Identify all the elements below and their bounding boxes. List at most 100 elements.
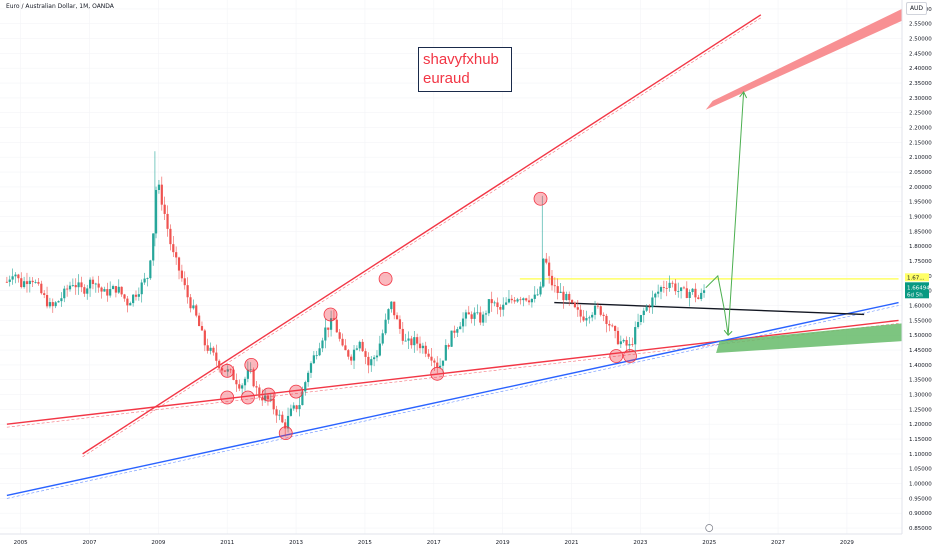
time-axis[interactable]: 2005 2007 2009 2011 2013 2015 2017 2019 2021 2023… (0, 524, 902, 547)
touch-point (278, 426, 293, 441)
candle-body (373, 357, 376, 360)
time-tick-label: 2027 (771, 540, 785, 546)
candle-body (71, 285, 74, 286)
candle-body (332, 318, 336, 320)
candle-body (146, 278, 149, 279)
candle-body (682, 287, 686, 289)
candle-body (335, 319, 338, 333)
candle-body (697, 297, 700, 300)
candle-body (17, 274, 20, 279)
candle-body (634, 327, 637, 345)
candle-body (232, 369, 235, 380)
candle-body (404, 340, 407, 342)
candle-body (493, 302, 496, 304)
candle-body (384, 319, 387, 334)
candle-body (487, 299, 490, 314)
candle-body (642, 310, 645, 316)
candle-body (341, 338, 344, 346)
price-tick-label: 2.35000 (909, 81, 932, 87)
price-tick-label: 1.90000 (909, 215, 932, 221)
price-tick-label: 1.50000 (909, 333, 932, 339)
price-tick-label: 1.30000 (909, 393, 932, 399)
candle-body (677, 291, 680, 292)
last-price-box (905, 282, 929, 299)
candle-body (166, 213, 169, 229)
touch-point (220, 390, 235, 405)
candle-body (645, 306, 648, 311)
candle-body (542, 258, 545, 287)
projection-path (705, 91, 745, 336)
candle-body (338, 332, 341, 339)
candle-body (441, 360, 445, 366)
candle-body (659, 287, 663, 292)
candle-body (479, 312, 482, 323)
candle-body (74, 285, 77, 288)
symbol-title[interactable]: Euro / Australian Dollar, 1M, OANDA (6, 3, 114, 10)
candle-body (140, 282, 143, 295)
candle-body (562, 291, 565, 301)
candle-body (80, 282, 83, 288)
candle-body (117, 286, 120, 293)
candle-body (324, 327, 327, 341)
price-tick-label: 1.10000 (909, 452, 932, 458)
candle-body (66, 288, 69, 290)
candle-body (109, 289, 112, 296)
touch-point (533, 191, 548, 206)
candle-body (329, 318, 333, 330)
candle-body (318, 348, 321, 356)
candle-body (307, 372, 310, 383)
candle-body (180, 270, 183, 279)
candle-body (450, 330, 453, 347)
candle-body (588, 317, 591, 319)
trendline-black-descending (554, 301, 865, 316)
candle-body (160, 184, 163, 205)
trendline-blue-support (6, 301, 899, 497)
candle-body (286, 415, 290, 429)
time-tick-label: 2017 (427, 540, 441, 546)
price-tick-label: 2.10000 (909, 155, 932, 161)
candle-body (198, 315, 201, 327)
candle-body (20, 278, 23, 288)
candle-body (172, 244, 175, 253)
candle-body (421, 345, 424, 349)
candle-body (608, 323, 611, 326)
candle-body (223, 370, 227, 372)
candle-body (545, 258, 548, 263)
candle-body (272, 398, 275, 410)
time-tick-label: 2023 (633, 540, 647, 546)
arrow-head-icon (739, 91, 748, 99)
candle-body (470, 314, 473, 319)
currency-label[interactable]: AUD (906, 2, 927, 15)
level-price-text: 1.67... (907, 275, 925, 281)
target-zone-lower (716, 323, 902, 354)
candle-body (657, 291, 660, 294)
candle-body (83, 287, 86, 294)
candle-body (401, 328, 404, 341)
text-note[interactable]: shavyfxhub euraud (418, 47, 512, 92)
candle-body (398, 319, 402, 329)
trendline-dashed-blue-support (6, 305, 899, 499)
candle-body (243, 378, 247, 386)
candle-body (284, 422, 287, 429)
candle-body (97, 283, 100, 288)
price-tick-label: 1.75000 (909, 259, 932, 265)
candle-body (209, 347, 212, 351)
candle-body (378, 343, 381, 356)
candle-body (456, 329, 459, 333)
candle-body (370, 359, 373, 366)
candle-body (654, 293, 657, 298)
candle-body (152, 233, 155, 261)
candle-body (298, 405, 301, 410)
candle-body (8, 279, 11, 282)
candle-body (614, 326, 617, 331)
time-tick-label: 2011 (220, 540, 234, 546)
candle-body (51, 302, 54, 307)
candle-body (200, 326, 204, 331)
candle-body (43, 293, 46, 295)
candle-body (671, 282, 674, 284)
candle-body (48, 302, 52, 307)
candle-body (77, 282, 80, 288)
candle-body (163, 204, 166, 214)
